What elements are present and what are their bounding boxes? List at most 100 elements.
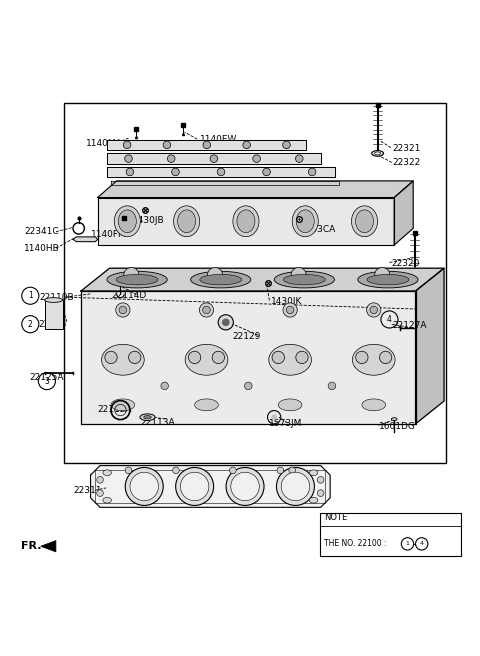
Polygon shape (81, 291, 416, 424)
Circle shape (199, 303, 214, 317)
Circle shape (203, 141, 211, 149)
Circle shape (308, 168, 316, 176)
Circle shape (272, 351, 285, 363)
Bar (45, 300, 62, 329)
Circle shape (125, 468, 163, 505)
Circle shape (218, 315, 233, 330)
Text: 22113A: 22113A (140, 419, 175, 428)
Circle shape (379, 351, 392, 363)
Ellipse shape (174, 206, 200, 237)
Circle shape (217, 168, 225, 176)
Ellipse shape (358, 272, 418, 288)
Text: 22135: 22135 (38, 319, 67, 329)
Ellipse shape (367, 274, 409, 285)
Polygon shape (107, 140, 306, 150)
Ellipse shape (45, 298, 62, 302)
Circle shape (356, 351, 368, 363)
Circle shape (124, 268, 139, 283)
Ellipse shape (278, 399, 302, 411)
Circle shape (291, 268, 306, 283)
Circle shape (253, 155, 261, 163)
Ellipse shape (185, 344, 228, 375)
Circle shape (276, 468, 314, 505)
Text: 1430JB: 1430JB (133, 216, 165, 225)
Circle shape (125, 155, 132, 163)
Ellipse shape (191, 272, 251, 288)
Text: 22321: 22321 (393, 144, 421, 153)
Circle shape (367, 303, 381, 317)
Text: 1430JK: 1430JK (271, 297, 302, 306)
Text: -: - (413, 539, 416, 549)
Circle shape (172, 168, 179, 176)
Ellipse shape (114, 206, 140, 237)
Text: 1140MA: 1140MA (86, 140, 122, 148)
Ellipse shape (284, 274, 325, 285)
Ellipse shape (200, 274, 241, 285)
Text: 22112A: 22112A (97, 405, 132, 414)
Ellipse shape (374, 152, 381, 155)
Ellipse shape (194, 399, 218, 411)
Text: 1433CA: 1433CA (301, 225, 336, 234)
Ellipse shape (144, 415, 151, 419)
Circle shape (317, 490, 324, 497)
Circle shape (317, 476, 324, 483)
Bar (64, 102, 446, 463)
Circle shape (283, 303, 297, 317)
Circle shape (222, 319, 229, 326)
Circle shape (129, 351, 141, 363)
Text: 1: 1 (28, 291, 33, 300)
Ellipse shape (111, 399, 135, 411)
Text: 22114D: 22114D (111, 291, 146, 300)
Circle shape (163, 141, 171, 149)
Circle shape (176, 468, 214, 505)
Ellipse shape (178, 210, 196, 233)
Circle shape (161, 382, 168, 390)
Text: THE NO. 22100 :: THE NO. 22100 : (324, 539, 387, 548)
Text: 22125A: 22125A (29, 373, 63, 382)
Circle shape (212, 351, 225, 363)
Ellipse shape (356, 210, 373, 233)
Circle shape (126, 168, 134, 176)
Text: 4: 4 (420, 541, 424, 546)
Circle shape (289, 467, 296, 474)
Ellipse shape (116, 274, 158, 285)
Circle shape (207, 268, 223, 283)
Text: 22322: 22322 (393, 158, 421, 167)
Polygon shape (41, 541, 56, 552)
Text: 22129: 22129 (232, 332, 260, 341)
Circle shape (370, 306, 378, 314)
Circle shape (96, 476, 103, 483)
Ellipse shape (102, 344, 144, 375)
Circle shape (180, 472, 209, 501)
Ellipse shape (118, 210, 136, 233)
Text: 1: 1 (406, 541, 409, 546)
Circle shape (119, 306, 127, 314)
Circle shape (168, 155, 175, 163)
Text: 1573JM: 1573JM (268, 419, 302, 428)
Text: 4: 4 (387, 315, 392, 324)
Text: 1601DG: 1601DG (379, 422, 416, 431)
Text: NOTE: NOTE (324, 513, 348, 522)
Ellipse shape (351, 206, 378, 237)
Polygon shape (97, 181, 413, 197)
Polygon shape (111, 181, 339, 185)
Ellipse shape (296, 210, 314, 233)
Circle shape (281, 472, 310, 501)
Circle shape (130, 472, 158, 501)
Text: 1140EW: 1140EW (200, 134, 237, 144)
Circle shape (244, 382, 252, 390)
Circle shape (123, 141, 131, 149)
Ellipse shape (362, 399, 385, 411)
Ellipse shape (103, 497, 111, 503)
Circle shape (328, 382, 336, 390)
Ellipse shape (372, 151, 384, 156)
Text: 3: 3 (45, 377, 49, 386)
Ellipse shape (140, 414, 155, 420)
Circle shape (116, 303, 130, 317)
Text: FR.: FR. (21, 541, 41, 551)
Text: 22110B: 22110B (40, 293, 74, 302)
Ellipse shape (237, 210, 255, 233)
Bar (320, 513, 461, 556)
Polygon shape (394, 181, 413, 245)
Ellipse shape (352, 344, 395, 375)
